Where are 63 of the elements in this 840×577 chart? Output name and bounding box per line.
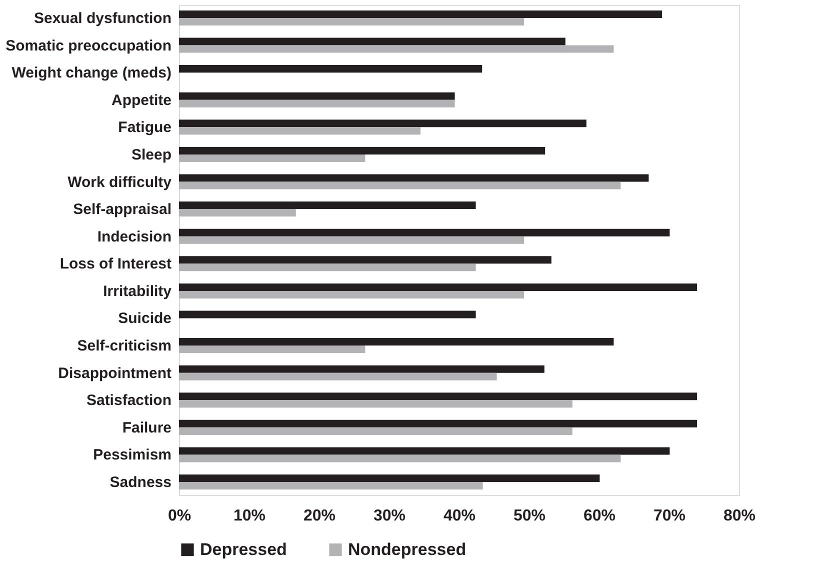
y-tick-label: Fatigue xyxy=(118,119,172,136)
bar xyxy=(179,283,697,291)
bar xyxy=(179,65,482,73)
bar xyxy=(179,127,420,135)
legend-label: Nondepressed xyxy=(348,540,466,559)
bar xyxy=(179,447,670,455)
y-tick-label: Somatic preoccupation xyxy=(6,37,172,54)
bar xyxy=(179,100,455,108)
y-tick-label: Irritability xyxy=(103,282,172,300)
bar xyxy=(179,228,670,236)
x-tick-label: 80% xyxy=(723,508,756,524)
bar xyxy=(179,290,524,298)
bar xyxy=(179,182,621,190)
y-tick-label: Disappointment xyxy=(58,364,172,382)
bar xyxy=(179,427,572,435)
y-tick-label: Satisfaction xyxy=(86,392,172,410)
y-tick-label: Sexual dysfunction xyxy=(34,10,172,27)
bar xyxy=(179,174,649,182)
y-tick-label: Appetite xyxy=(112,92,172,109)
x-tick-label: 30% xyxy=(373,508,406,524)
bar xyxy=(179,310,476,318)
y-tick-label: Self-appraisal xyxy=(73,201,172,218)
bar xyxy=(179,482,483,490)
x-tick-label: 50% xyxy=(513,508,546,524)
x-tick-label: 70% xyxy=(653,508,686,524)
bar xyxy=(179,202,476,210)
bar xyxy=(179,146,546,154)
bar xyxy=(179,264,476,272)
bar xyxy=(179,45,614,53)
legend-label: Depressed xyxy=(200,540,287,559)
bar xyxy=(179,38,566,46)
bar xyxy=(179,365,544,373)
y-tick-label: Self-criticism xyxy=(77,338,172,355)
y-tick-label: Work difficulty xyxy=(68,174,172,191)
y-tick-label: Indecision xyxy=(97,228,172,246)
bar xyxy=(179,400,572,408)
bar xyxy=(179,372,497,380)
x-tick-label: 10% xyxy=(233,508,266,524)
y-tick-label: Suicide xyxy=(118,310,172,328)
bar xyxy=(179,209,296,217)
bar xyxy=(179,454,621,462)
y-tick-label: Pessimism xyxy=(93,446,172,464)
x-tick-label: 0% xyxy=(168,508,192,524)
bar xyxy=(179,420,697,428)
bar xyxy=(179,236,524,244)
bar xyxy=(179,346,366,354)
bar xyxy=(179,92,455,100)
y-tick-label: Failure xyxy=(122,419,172,436)
x-tick-label: 40% xyxy=(443,508,476,524)
bar xyxy=(179,392,697,400)
y-tick-label: Loss of Interest xyxy=(60,256,172,273)
y-tick-label: Sleep xyxy=(131,146,172,164)
bar xyxy=(179,18,524,26)
x-tick-label: 60% xyxy=(583,508,616,524)
x-tick-label: 20% xyxy=(303,508,336,524)
bar xyxy=(179,338,614,346)
y-tick-label: Sadness xyxy=(110,474,172,492)
bar xyxy=(179,10,662,18)
bar xyxy=(179,256,552,264)
bar xyxy=(179,154,366,162)
bar xyxy=(179,120,586,128)
y-tick-label: Weight change (meds) xyxy=(12,64,172,82)
bar xyxy=(179,474,600,482)
